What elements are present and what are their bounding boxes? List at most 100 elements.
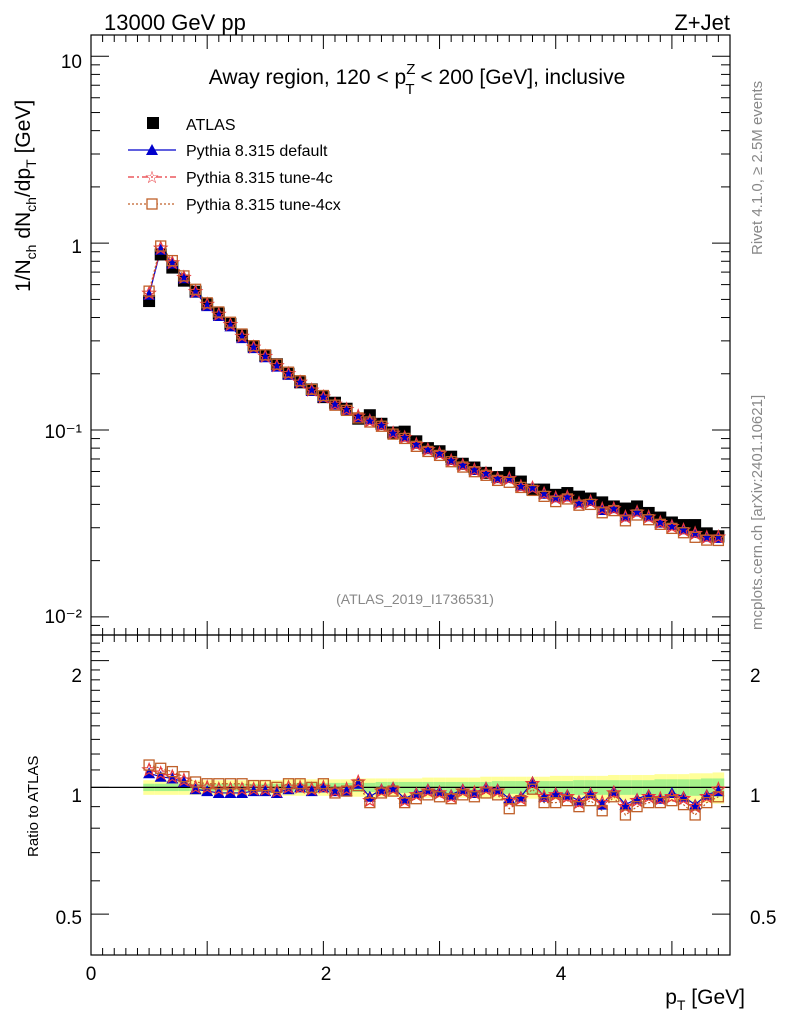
mc-point-2 xyxy=(329,399,341,411)
ratio-point-2 xyxy=(526,783,539,795)
y-tick-label-0p1: 10⁻¹ xyxy=(45,422,83,443)
ratio-point-2 xyxy=(491,789,504,801)
mc-point-2 xyxy=(387,428,399,440)
ratio-point-2 xyxy=(248,779,260,792)
ratio-point-2 xyxy=(271,781,283,794)
title-sub: T xyxy=(405,81,414,98)
ratio-point-2 xyxy=(155,762,167,774)
axis-ticks xyxy=(90,35,731,956)
mc-point-2 xyxy=(375,420,388,432)
ratio-point-1 xyxy=(605,784,622,800)
ratio-point-2 xyxy=(143,759,155,771)
ratio-point-1 xyxy=(571,794,587,810)
mc-point-2 xyxy=(410,440,422,452)
xlabel-sub: T xyxy=(677,997,686,1013)
ratio-tick-label-2: 2 xyxy=(71,666,82,687)
mc-point-2 xyxy=(608,504,620,517)
ratio-point-1 xyxy=(582,786,599,802)
mc-point-2 xyxy=(457,461,469,473)
mc-point-2 xyxy=(294,375,306,387)
ratio-point-2 xyxy=(224,778,237,790)
ratio-point-1 xyxy=(478,781,494,796)
ratio-point-1 xyxy=(652,790,669,806)
ratio-point-2 xyxy=(259,779,271,792)
ratio-point-2 xyxy=(329,787,341,799)
ratio-point-2 xyxy=(608,791,620,803)
mc-point-2 xyxy=(306,383,318,396)
ratio-tick-label-2-right: 2 xyxy=(750,666,761,687)
mc-point-2 xyxy=(155,240,167,252)
analysis-id: (ATLAS_2019_I1736531) xyxy=(336,591,494,607)
ratio-point-2 xyxy=(375,787,388,799)
ratio-point-2 xyxy=(573,800,585,813)
ratio-point-2 xyxy=(282,778,295,790)
ratio-point-2 xyxy=(236,778,248,790)
mc-point-2 xyxy=(399,432,411,445)
ratio-tick-label-1: 1 xyxy=(71,786,82,807)
ratio-point-1 xyxy=(664,788,680,804)
mc-point-2 xyxy=(550,495,562,508)
mc-point-2 xyxy=(317,389,330,402)
ylabel-part-c: /dp xyxy=(12,168,35,197)
ylabel-part-b: dN xyxy=(12,212,35,245)
ratio-point-2 xyxy=(422,789,434,801)
ratio-point-2 xyxy=(306,781,318,794)
ratio-panel-marks xyxy=(141,759,727,821)
rivet-version-label: Rivet 4.1.0, ≥ 2.5M events xyxy=(749,81,766,255)
legend-label-default: Pythia 8.315 default xyxy=(186,143,328,160)
ratio-point-1 xyxy=(431,784,448,800)
mc-point-2 xyxy=(515,481,527,494)
mc-point-2 xyxy=(445,456,457,468)
ratio-point-2 xyxy=(294,778,306,790)
mc-point-2 xyxy=(666,522,678,535)
mc-point-2 xyxy=(352,412,364,424)
legend-label-4cx: Pythia 8.315 tune-4cx xyxy=(186,197,341,214)
mc-point-1 xyxy=(617,508,634,524)
x-tick-label-0: 0 xyxy=(86,964,97,985)
title-prefix: Away region, 120 < p xyxy=(209,66,407,89)
main-panel-marks xyxy=(141,240,727,547)
mc-point-2 xyxy=(189,283,202,295)
mcplots-label: mcplots.cern.ch [arXiv:2401.10621] xyxy=(749,395,766,630)
ratio-point-1 xyxy=(489,782,506,798)
ylabel-part-d: [GeV] xyxy=(12,100,35,160)
ratio-point-2 xyxy=(619,809,632,821)
ratio-point-2 xyxy=(666,794,678,807)
ratio-point-1 xyxy=(699,788,715,804)
mc-point-2 xyxy=(573,499,585,511)
ratio-point-2 xyxy=(701,796,713,809)
ratio-point-1 xyxy=(455,782,471,798)
series-line-2 xyxy=(148,244,719,542)
main-y-axis-label: 1/Nch dNch/dpT [GeV] xyxy=(12,100,39,292)
mc-point-2 xyxy=(468,466,481,478)
legend: ATLAS Pythia 8.315 default ☆ Pythia 8.31… xyxy=(128,117,341,214)
mc-point-2 xyxy=(712,534,725,547)
mc-point-2 xyxy=(236,328,248,340)
ratio-point-2 xyxy=(643,796,655,809)
ratio-point-1 xyxy=(350,773,366,789)
mc-point-2 xyxy=(201,297,213,309)
title-sup: Z xyxy=(406,61,415,78)
legend-label-atlas: ATLAS xyxy=(186,117,236,134)
mc-point-2 xyxy=(503,476,515,488)
mc-point-2 xyxy=(433,449,446,462)
atlas-point xyxy=(689,519,702,532)
ratio-point-2 xyxy=(445,793,457,805)
series-line-1 xyxy=(148,246,719,539)
mc-point-2 xyxy=(213,306,225,318)
ratio-tick-label-0p5-right: 0.5 xyxy=(750,908,776,929)
ratio-point-2 xyxy=(399,796,411,809)
ratio-point-2 xyxy=(352,779,364,792)
mc-point-2 xyxy=(538,490,550,503)
ratio-point-2 xyxy=(201,778,213,790)
ratio-point-2 xyxy=(689,809,701,821)
ratio-point-2 xyxy=(468,791,481,803)
ratio-point-2 xyxy=(480,787,492,799)
mc-point-2 xyxy=(584,498,597,511)
ratio-point-2 xyxy=(596,805,608,817)
ratio-point-1 xyxy=(408,786,425,802)
mc-point-2 xyxy=(619,515,632,527)
ratio-point-2 xyxy=(178,771,190,783)
process-label: Z+Jet xyxy=(674,10,730,35)
